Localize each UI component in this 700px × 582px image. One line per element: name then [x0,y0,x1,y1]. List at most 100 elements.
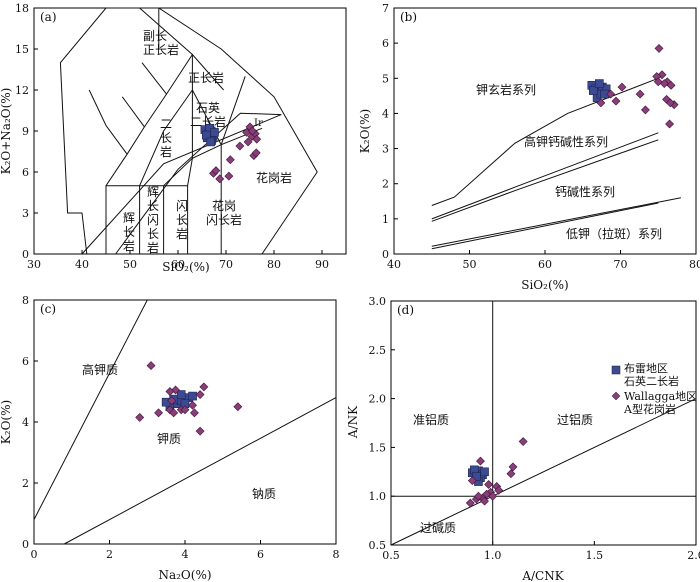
panel-c-xlabel: Na₂O(%) [158,568,211,582]
x-tick-label: 80 [689,258,700,271]
diamond-data-point [235,141,245,151]
field-label-hui: 辉 [147,185,159,199]
field-line-1 [105,54,193,186]
y-tick-label: 9 [22,125,29,138]
y-tick-label: 3.0 [369,295,387,308]
diamond-data-point [190,408,199,418]
panel-b-field-lines [431,77,681,250]
boundary-high-k [33,299,148,520]
panel-a-xlabel: SiO₂(%) [162,260,209,274]
y-tick-label: 0.5 [369,539,387,552]
diamond-data-point [488,491,498,501]
y-tick-label: 0 [382,248,389,261]
y-tick-label: 12 [15,84,29,97]
x-tick-label: 50 [463,258,477,271]
square-data-point [202,130,211,140]
panel-a-ylabel: K₂O+Na₂O(%) [0,88,13,175]
diamond-data-point [654,43,664,53]
y-tick-label: 1 [382,213,389,226]
field-label-shan-2: 闪 [176,199,188,213]
diamond-data-point [243,137,253,147]
diamond-data-point [665,119,674,129]
diamond-data-point [251,148,261,158]
square-data-point [480,467,489,477]
field-label-chang: 长 [160,131,172,145]
field-label-high-k-calc-alkaline: 高钾钙碱性系列 [524,134,608,149]
x-tick-label: 0 [31,548,38,561]
diamond-data-point [233,402,243,412]
legend-entry-1-line-1: 布雷地区 [624,362,668,375]
panel-d-field-labels: 准铝质 过铝质 过碱质 [413,412,593,535]
field-label-yan-2: 岩 [147,240,159,255]
square-data-point [595,79,604,88]
y-tick-label: 2.5 [369,344,387,357]
panel-b-label: (b) [400,10,417,24]
field-label-chang-5: 长 [176,213,188,227]
boundary-calc-alkaline-upper [431,197,681,247]
y-tick-label: 2 [382,178,389,191]
field-label-yan-3: 岩 [123,238,135,253]
diamond-data-point [180,405,190,415]
diamond-data-point [480,496,489,506]
field-line-12 [220,76,246,145]
x-tick-label: 2.0 [687,549,700,562]
x-tick-label: 1.0 [484,549,502,562]
diamond-data-point [465,498,475,508]
field-label-huagangyan: 花岗岩 [256,170,292,185]
diamond-data-point [211,166,221,176]
diamond-data-point [195,426,205,436]
diamond-data-point [167,396,177,406]
field-label-low-k-tholeiite: 低钾（拉斑）系列 [566,226,662,241]
x-tick-label: 50 [123,258,137,271]
field-line-4 [88,89,128,155]
field-label-ir: Ir [254,118,263,129]
panel-d-xlabel: A/CNK [521,569,564,582]
y-tick-label: 8 [22,294,29,307]
diamond-data-point [611,96,621,106]
diamond-data-point [506,469,516,479]
diamond-data-point [508,462,518,472]
y-tick-label: 3 [382,143,389,156]
diamond-data-point [596,98,606,108]
field-label-chang-2: 长 [147,199,159,213]
diamond-data-point [476,456,485,466]
diamond-data-point [252,134,262,144]
panel-d-label: (d) [397,303,414,317]
panel-b: (b) 40 50 60 70 80 0 1 2 3 4 5 6 7 钾玄岩系列 高钾钙碱性系列 钙碱性… [358,2,700,292]
field-label-erchangyan: 二长岩 [190,114,226,129]
diamond-data-point [146,361,156,370]
field-label-shoshonite: 钾玄岩系列 [476,82,536,97]
panel-b-xlabel: SiO₂(%) [521,278,568,292]
square-data-point [589,86,598,95]
x-tick-label: 30 [27,258,41,271]
field-label-yan-4: 岩 [176,226,188,241]
x-tick-label: 60 [171,258,185,271]
field-line-3 [163,127,263,187]
field-lower-boxes [105,185,189,254]
y-tick-label: 2 [22,477,29,490]
panel-d-legend: 布雷地区 石英二长岩 Wallagga地区 A型花岗岩 [611,362,697,416]
diamond-data-point [188,400,197,410]
panel-a-ticks: 30 40 50 60 70 80 90 0 3 6 9 12 15 18 [15,2,329,271]
x-tick-label: 0.5 [382,549,400,562]
field-label-metaluminous: 准铝质 [413,412,449,427]
diamond-data-point [474,491,483,501]
diamond-data-point [494,485,504,495]
diamond-data-point [224,171,234,181]
field-outer-boundary [59,7,318,255]
field-label-peraluminous: 过铝质 [557,412,593,427]
diamond-data-point [169,408,179,418]
diamond-data-point [653,77,663,87]
diamond-data-point [640,105,650,115]
square-data-point [210,128,219,137]
diamond-data-point [518,437,528,446]
square-data-point [188,391,197,401]
x-tick-label: 70 [219,258,233,271]
diamond-data-point [665,98,675,108]
y-tick-label: 4 [382,107,389,120]
field-label-fu-chang: 副长 [143,29,167,43]
diamond-data-point [666,80,676,90]
field-line-2 [139,89,193,186]
